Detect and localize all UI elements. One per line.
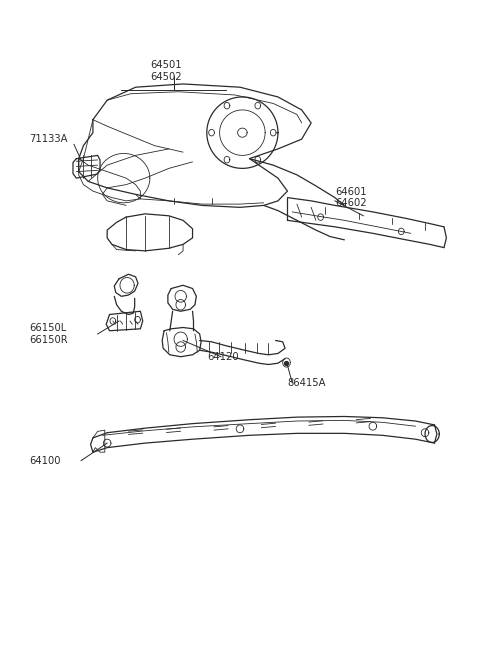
Text: 86415A: 86415A: [288, 378, 326, 388]
Text: 66150L
66150R: 66150L 66150R: [29, 323, 68, 345]
Text: 64501
64502: 64501 64502: [150, 60, 181, 82]
Text: 64120: 64120: [207, 352, 239, 362]
Text: 71133A: 71133A: [29, 134, 67, 144]
Text: 64100: 64100: [29, 456, 60, 466]
Text: 64601
64602: 64601 64602: [335, 187, 367, 208]
